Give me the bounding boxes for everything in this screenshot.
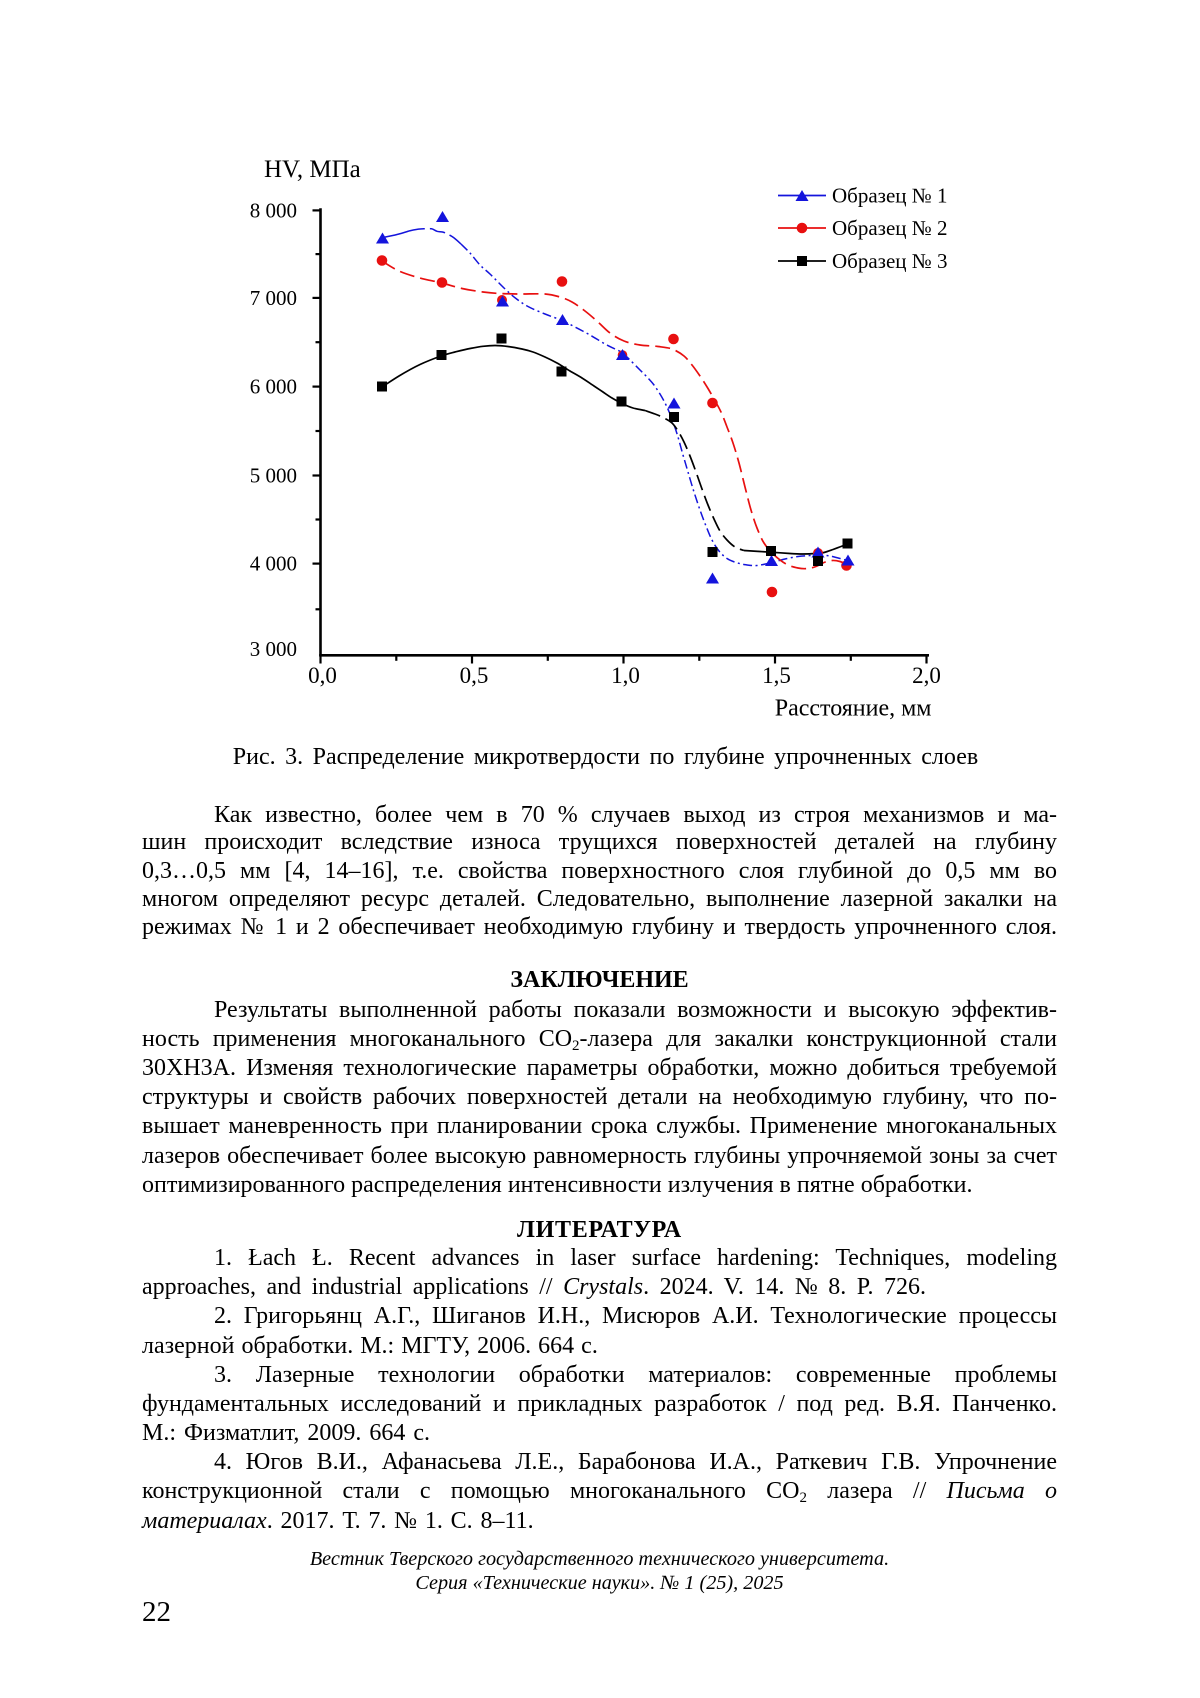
svg-text:6 000: 6 000 [250, 375, 297, 399]
svg-text:0,0: 0,0 [308, 663, 337, 688]
svg-text:Образец № 1: Образец № 1 [832, 183, 948, 207]
svg-text:0,5: 0,5 [460, 663, 489, 688]
svg-text:3 000: 3 000 [250, 637, 297, 661]
svg-text:Образец № 2: Образец № 2 [832, 216, 948, 240]
svg-text:2,0: 2,0 [912, 663, 941, 688]
svg-text:Образец № 3: Образец № 3 [832, 249, 948, 273]
svg-text:Расстояние, мм: Расстояние, мм [775, 696, 932, 722]
svg-text:5 000: 5 000 [250, 464, 297, 488]
svg-text:HV, МПа: HV, МПа [264, 156, 361, 183]
svg-text:1,0: 1,0 [611, 663, 640, 688]
svg-text:4 000: 4 000 [250, 552, 297, 576]
svg-text:7 000: 7 000 [250, 286, 297, 310]
svg-text:8 000: 8 000 [250, 198, 297, 222]
svg-text:1,5: 1,5 [762, 663, 791, 688]
